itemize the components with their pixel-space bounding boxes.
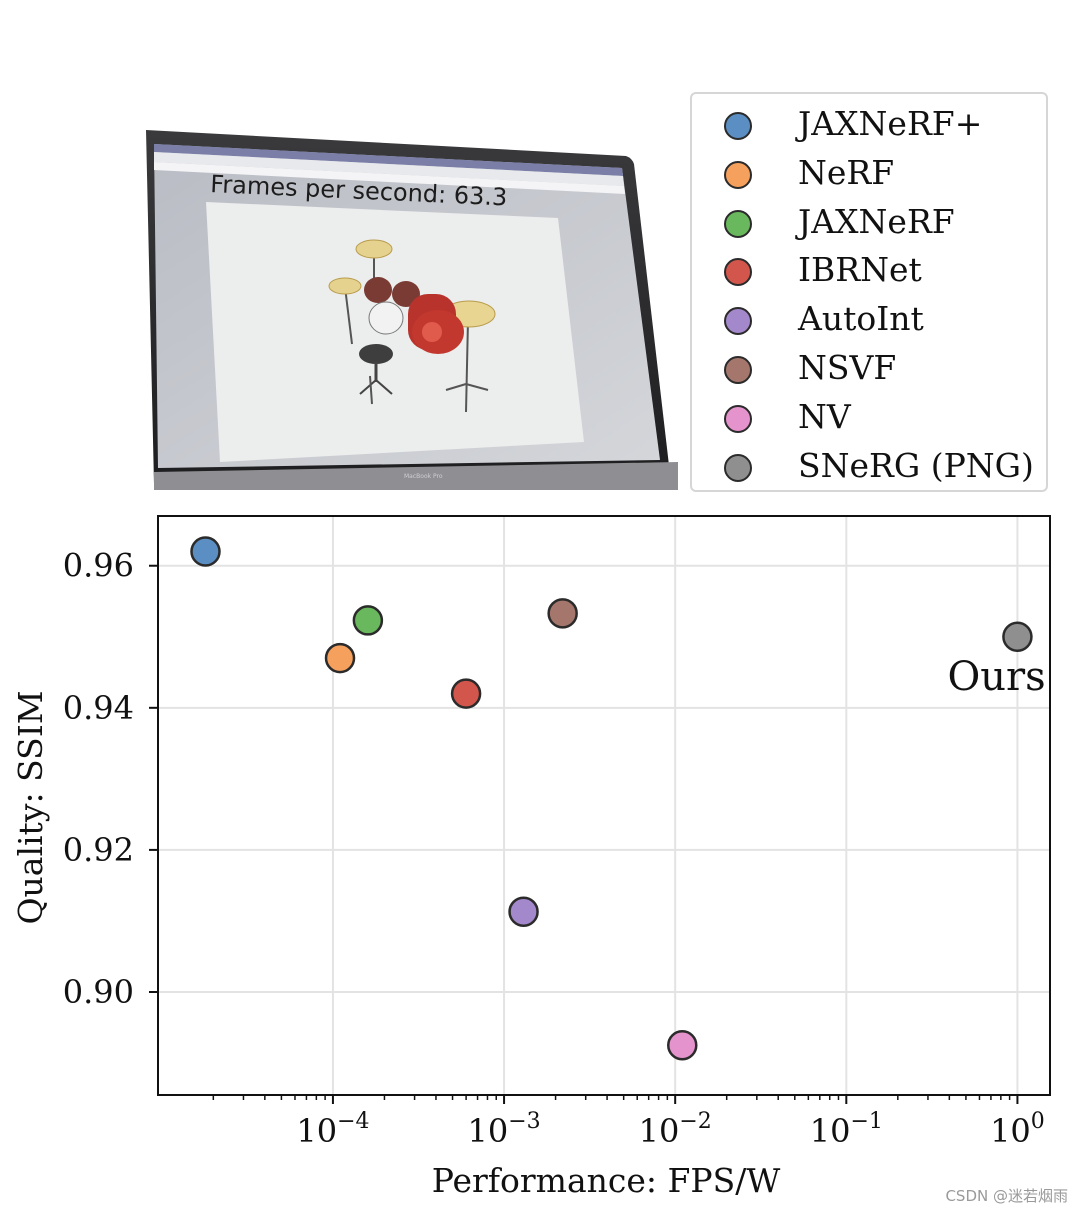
x-tick-base: 10 bbox=[639, 1112, 680, 1150]
y-axis-label: Quality: SSIM bbox=[11, 690, 50, 924]
x-tick-exponent: −3 bbox=[508, 1109, 540, 1134]
legend-marker bbox=[724, 160, 752, 189]
legend-label: SNeRG (PNG) bbox=[798, 445, 1034, 485]
legend-marker bbox=[724, 307, 752, 336]
y-tick-label: 0.90 bbox=[63, 973, 134, 1011]
legend-label: JAXNeRF+ bbox=[798, 104, 983, 143]
legend-label: IBRNet bbox=[798, 250, 922, 290]
axis-labels: 10−4 10−3 10−2 10−1 1000.900.920.940.96OursP… bbox=[11, 547, 1046, 1200]
data-points bbox=[190, 536, 1033, 1061]
legend-item: NSVF bbox=[692, 348, 1046, 392]
legend-marker bbox=[724, 209, 752, 238]
legend-label: NSVF bbox=[798, 348, 897, 387]
legend-item: NV bbox=[692, 397, 1046, 441]
x-tick-label: 10−2 bbox=[639, 1109, 712, 1150]
y-tick-label: 0.92 bbox=[63, 831, 134, 869]
data-point bbox=[324, 642, 356, 674]
annotation-label: Ours bbox=[947, 654, 1045, 700]
legend: JAXNeRF+ NeRF JAXNeRF IBRNet AutoInt NSVF NV SN… bbox=[690, 92, 1048, 492]
plot-frame bbox=[157, 515, 1051, 1096]
legend-label: AutoInt bbox=[798, 299, 924, 339]
legend-item: SNeRG (PNG) bbox=[692, 446, 1046, 490]
legend-label: NV bbox=[798, 396, 851, 436]
watermark: CSDN @迷若烟雨 bbox=[945, 1187, 1068, 1205]
legend-item: IBRNet bbox=[692, 250, 1046, 294]
data-point bbox=[508, 896, 539, 927]
x-tick-label: 100 bbox=[990, 1109, 1045, 1150]
x-tick-base: 10 bbox=[467, 1112, 508, 1150]
legend-label: NeRF bbox=[798, 152, 895, 192]
legend-marker bbox=[724, 404, 752, 433]
legend-item: JAXNeRF+ bbox=[692, 104, 1046, 148]
y-tick-label: 0.96 bbox=[63, 547, 134, 585]
drum-kit-image bbox=[328, 239, 496, 413]
legend-marker bbox=[724, 258, 752, 287]
x-tick-exponent: 0 bbox=[1031, 1109, 1045, 1134]
legend-item: AutoInt bbox=[692, 299, 1046, 343]
legend-label: JAXNeRF bbox=[798, 201, 955, 241]
grid bbox=[158, 516, 1050, 1095]
legend-item: NeRF bbox=[692, 153, 1046, 197]
x-axis-label: Performance: FPS/W bbox=[432, 1161, 781, 1200]
legend-marker bbox=[724, 453, 752, 482]
x-tick-exponent: −1 bbox=[850, 1109, 882, 1134]
x-tick-exponent: −2 bbox=[679, 1109, 711, 1134]
x-tick-label: 10−3 bbox=[467, 1109, 540, 1150]
laptop-photo: Frames per second: 63.3 MacBook Pro bbox=[146, 130, 678, 490]
laptop-label: MacBook Pro bbox=[404, 473, 443, 480]
x-tick-exponent: −4 bbox=[337, 1109, 369, 1134]
data-point bbox=[352, 605, 384, 636]
x-tick-label: 10−1 bbox=[810, 1109, 883, 1150]
data-point bbox=[547, 598, 578, 629]
legend-marker bbox=[724, 112, 752, 140]
x-tick-base: 10 bbox=[810, 1112, 851, 1150]
data-point bbox=[667, 1030, 698, 1061]
y-tick-label: 0.94 bbox=[63, 689, 134, 727]
legend-marker bbox=[724, 356, 752, 384]
axis-ticks bbox=[149, 564, 1019, 1104]
x-tick-base: 10 bbox=[990, 1112, 1031, 1150]
x-tick-base: 10 bbox=[296, 1112, 337, 1150]
data-point bbox=[190, 536, 221, 567]
data-point bbox=[450, 678, 482, 709]
legend-item: JAXNeRF bbox=[692, 202, 1046, 246]
x-tick-label: 10−4 bbox=[296, 1109, 369, 1150]
data-point bbox=[1002, 621, 1033, 653]
